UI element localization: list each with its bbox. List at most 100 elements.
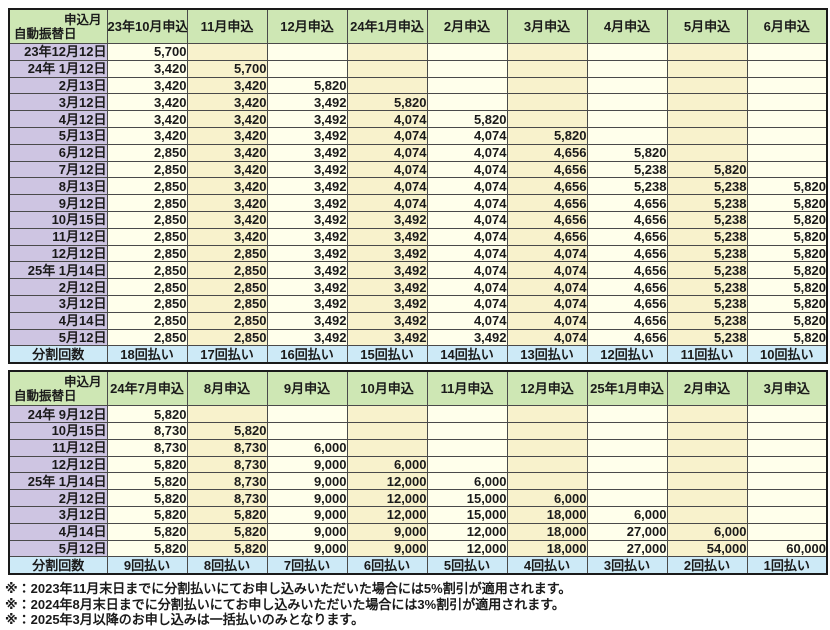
- empty-amount-cell: [746, 438, 828, 457]
- installment-count-cell: 14回払い: [426, 345, 508, 364]
- amount-cell: 2,850: [186, 311, 268, 330]
- amount-cell: 5,700: [106, 43, 188, 61]
- amount-cell: 4,074: [506, 244, 588, 263]
- amount-cell: 3,492: [346, 328, 428, 347]
- empty-amount-cell: [346, 59, 428, 78]
- amount-cell: 2,850: [186, 294, 268, 313]
- empty-amount-cell: [506, 43, 588, 61]
- amount-cell: 4,656: [586, 328, 668, 347]
- amount-cell: 3,492: [266, 160, 348, 179]
- installment-count-cell: 18回払い: [106, 345, 188, 364]
- amount-cell: 5,820: [186, 505, 268, 524]
- debit-date-row: 3月12日 5,820 5,820 9,000 12,000 15,000 18,000 6,…: [8, 505, 828, 524]
- footnote-lump-sum-only: ※：2025年3月以降のお申し込みは一括払いのみとなります。: [5, 612, 365, 628]
- empty-amount-cell: [586, 421, 668, 440]
- date-cell: 3月12日: [8, 93, 108, 112]
- empty-amount-cell: [186, 43, 268, 61]
- empty-amount-cell: [666, 489, 748, 507]
- amount-cell: 9,000: [266, 522, 348, 541]
- empty-amount-cell: [746, 59, 828, 78]
- amount-cell: 3,492: [266, 93, 348, 112]
- amount-cell: 5,238: [666, 261, 748, 280]
- amount-cell: 3,420: [106, 126, 188, 145]
- amount-cell: 8,730: [106, 421, 188, 440]
- installment-count-cell: 15回払い: [346, 345, 428, 364]
- empty-amount-cell: [506, 405, 588, 423]
- empty-amount-cell: [266, 59, 348, 78]
- column-header: 2月申込: [426, 8, 508, 44]
- debit-date-row: 25年 1月14日 5,820 8,730 9,000 12,000 6,000: [8, 472, 828, 491]
- amount-cell: 2,850: [106, 194, 188, 212]
- installment-count-row: 分割回数 18回払い 17回払い 16回払い 15回払い 14回払い 13回払い 12回払い 1…: [8, 345, 828, 364]
- amount-cell: 3,420: [186, 177, 268, 196]
- debit-date-row: 11月12日 8,730 8,730 6,000: [8, 438, 828, 457]
- amount-cell: 3,492: [266, 311, 348, 330]
- amount-cell: 4,656: [506, 143, 588, 162]
- amount-cell: 9,000: [346, 539, 428, 558]
- amount-cell: 4,074: [346, 143, 428, 162]
- empty-amount-cell: [426, 438, 508, 457]
- debit-date-row: 12月12日 5,820 8,730 9,000 6,000: [8, 455, 828, 474]
- amount-cell: 4,074: [346, 177, 428, 196]
- empty-amount-cell: [746, 43, 828, 61]
- amount-cell: 9,000: [266, 505, 348, 524]
- installment-count-cell: 10回払い: [746, 345, 828, 364]
- column-header: 11月申込: [186, 8, 268, 44]
- amount-cell: 3,420: [186, 76, 268, 95]
- amount-cell: 15,000: [426, 489, 508, 507]
- amount-cell: 4,656: [506, 177, 588, 196]
- amount-cell: 5,820: [186, 539, 268, 558]
- empty-amount-cell: [506, 76, 588, 95]
- debit-date-row: 3月12日 3,420 3,420 3,492 5,820: [8, 93, 828, 112]
- amount-cell: 5,700: [186, 59, 268, 78]
- empty-amount-cell: [426, 93, 508, 112]
- installment-count-cell: 3回払い: [586, 556, 668, 575]
- amount-cell: 54,000: [666, 539, 748, 558]
- amount-cell: 18,000: [506, 522, 588, 541]
- amount-cell: 4,074: [506, 261, 588, 280]
- amount-cell: 9,000: [346, 522, 428, 541]
- empty-amount-cell: [426, 76, 508, 95]
- amount-cell: 5,238: [666, 328, 748, 347]
- empty-amount-cell: [746, 143, 828, 162]
- amount-cell: 5,238: [666, 177, 748, 196]
- amount-cell: 18,000: [506, 505, 588, 524]
- amount-cell: 3,492: [266, 261, 348, 280]
- amount-cell: 3,492: [346, 278, 428, 296]
- installment-count-cell: 4回払い: [506, 556, 588, 575]
- amount-cell: 6,000: [426, 472, 508, 491]
- amount-cell: 4,656: [586, 294, 668, 313]
- debit-date-row: 23年12月12日 5,700: [8, 43, 828, 61]
- empty-amount-cell: [586, 126, 668, 145]
- empty-amount-cell: [586, 405, 668, 423]
- debit-date-row: 10月15日 8,730 5,820: [8, 421, 828, 440]
- empty-amount-cell: [666, 76, 748, 95]
- date-cell: 5月12日: [8, 328, 108, 347]
- empty-amount-cell: [666, 93, 748, 112]
- installment-count-cell: 2回払い: [666, 556, 748, 575]
- empty-amount-cell: [266, 43, 348, 61]
- installment-count-cell: 16回払い: [266, 345, 348, 364]
- amount-cell: 3,492: [346, 311, 428, 330]
- date-cell: 11月12日: [8, 438, 108, 457]
- debit-date-row: 6月12日 2,850 3,420 3,492 4,074 4,074 4,656 5,820: [8, 143, 828, 162]
- amount-cell: 5,820: [746, 194, 828, 212]
- amount-cell: 2,850: [186, 278, 268, 296]
- empty-amount-cell: [666, 110, 748, 128]
- amount-cell: 4,656: [586, 210, 668, 229]
- amount-cell: 3,420: [106, 93, 188, 112]
- column-header: 2月申込: [666, 370, 748, 407]
- amount-cell: 5,820: [746, 328, 828, 347]
- empty-amount-cell: [426, 405, 508, 423]
- debit-date-row: 4月12日 3,420 3,420 3,492 4,074 5,820: [8, 110, 828, 128]
- empty-amount-cell: [666, 472, 748, 491]
- debit-date-row: 8月13日 2,850 3,420 3,492 4,074 4,074 4,656 5,238…: [8, 177, 828, 196]
- amount-cell: 4,074: [426, 126, 508, 145]
- amount-cell: 5,820: [106, 472, 188, 491]
- empty-amount-cell: [346, 43, 428, 61]
- column-header: 25年1月申込: [586, 370, 668, 407]
- empty-amount-cell: [666, 405, 748, 423]
- debit-date-row: 2月13日 3,420 3,420 5,820: [8, 76, 828, 95]
- amount-cell: 4,074: [346, 160, 428, 179]
- amount-cell: 5,820: [186, 421, 268, 440]
